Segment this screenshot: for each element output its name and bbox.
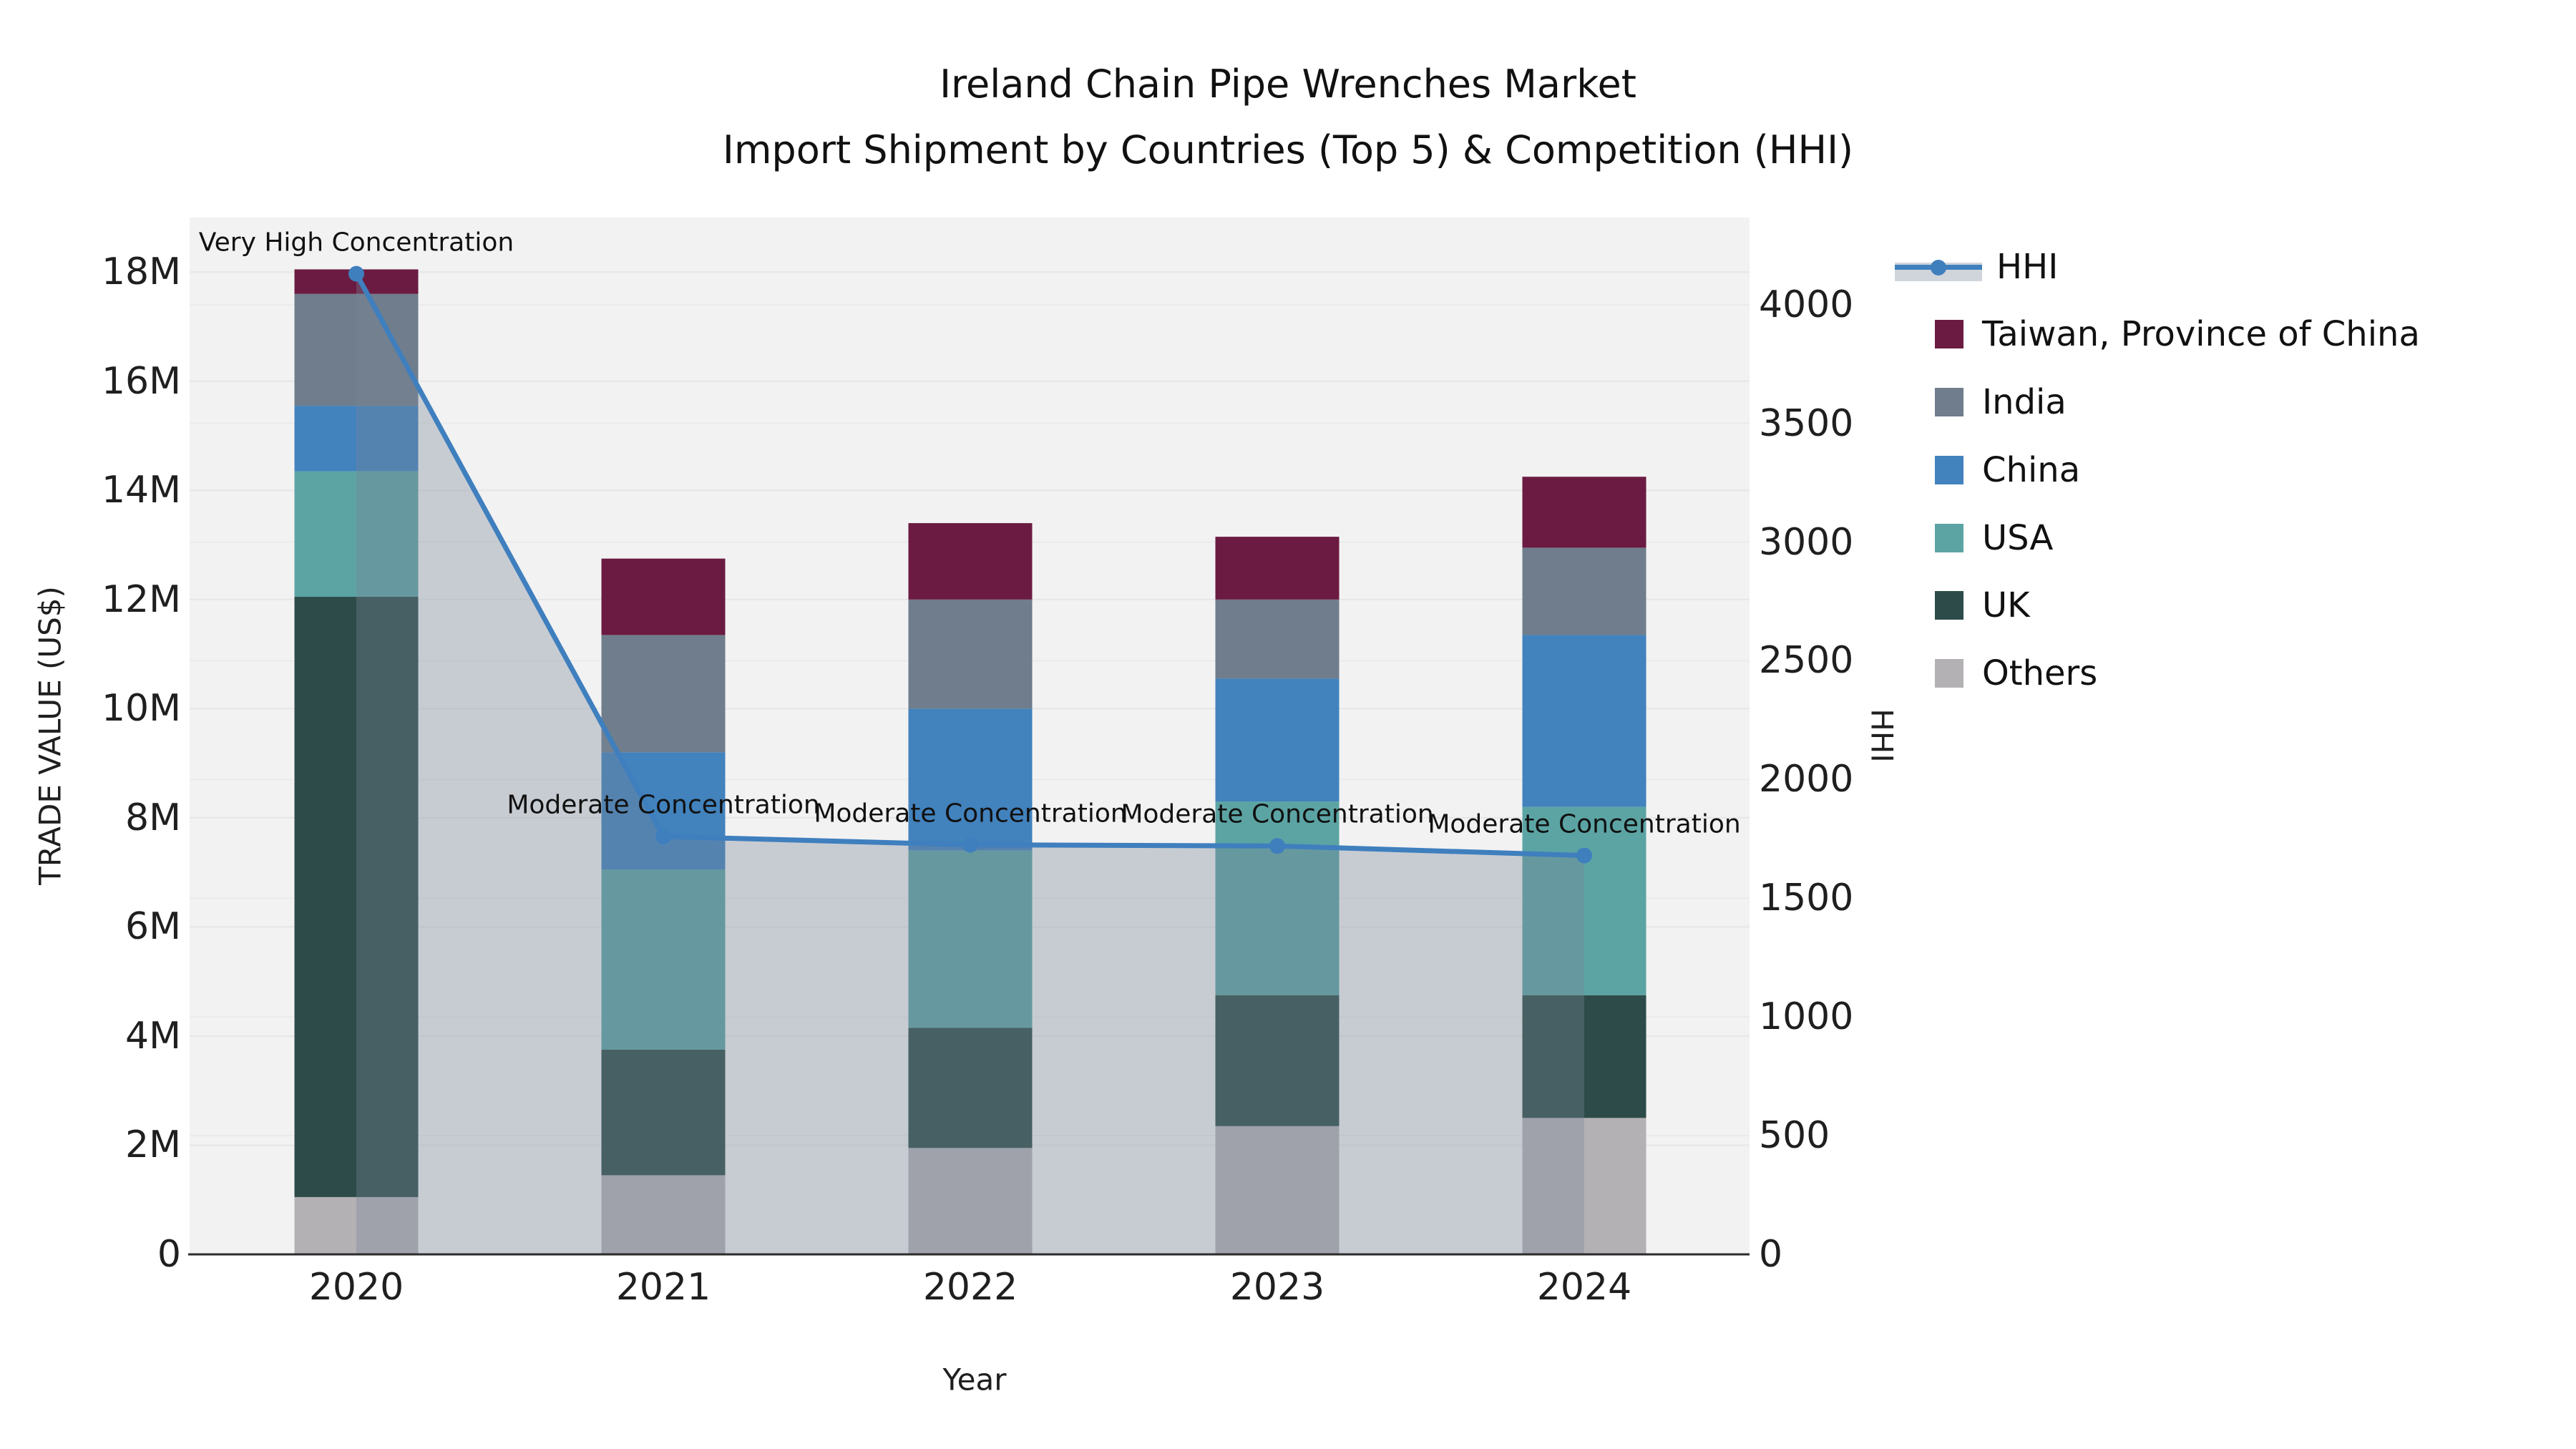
y-right-tick-label: 3500: [1759, 401, 1854, 445]
y-left-tick-label: 0: [157, 1233, 181, 1276]
legend-color-swatch: [1935, 659, 1963, 688]
bar-segment-others: [1522, 1118, 1646, 1254]
bar-segment-uk: [294, 597, 419, 1197]
bar-segment-usa: [294, 471, 419, 597]
y-left-tick-label: 4M: [125, 1014, 181, 1058]
x-axis-title: Year: [942, 1362, 1007, 1397]
legend-color-swatch: [1935, 388, 1963, 416]
x-tick-label: 2022: [922, 1266, 1018, 1309]
x-tick-label: 2023: [1229, 1266, 1325, 1309]
bar-segment-uk: [908, 1028, 1033, 1148]
legend-label: UK: [1982, 585, 2030, 625]
y-left-tick-label: 14M: [101, 469, 181, 512]
hhi-annotation: Very High Concentration: [198, 228, 514, 258]
bar-segment-taiwan-province-of-china: [1215, 537, 1340, 600]
hhi-area-fill: [356, 273, 1584, 1254]
hhi-marker-dot-icon: [1931, 260, 1946, 275]
legend-label: India: [1982, 382, 2067, 422]
bar-segment-china: [294, 406, 419, 472]
y-right-tick-label: 1000: [1759, 995, 1854, 1039]
y-left-tick-label: 12M: [101, 577, 181, 621]
y-left-tick-label: 16M: [101, 359, 181, 403]
bar-segment-uk: [1215, 995, 1340, 1126]
y-left-tick-label: 18M: [101, 250, 181, 294]
y-right-tick-label: 3000: [1759, 520, 1854, 564]
legend-color-swatch: [1935, 524, 1963, 552]
hhi-annotation: Moderate Concentration: [814, 799, 1127, 829]
y-right-tick-label: 1500: [1759, 877, 1854, 920]
legend-label: HHI: [1996, 247, 2059, 287]
bar-segment-india: [1522, 547, 1646, 635]
y-right-tick-label: 4000: [1759, 283, 1854, 326]
bar-segment-taiwan-province-of-china: [1522, 477, 1646, 548]
hhi-annotation: Moderate Concentration: [1121, 799, 1434, 829]
bar-segment-uk: [1522, 995, 1646, 1118]
y-axis-left-title: TRADE VALUE (US$): [32, 586, 68, 885]
legend-item-usa[interactable]: USA: [1895, 517, 2053, 560]
bar-segment-taiwan-province-of-china: [601, 558, 726, 635]
hhi-line-legend-icon: [1895, 253, 1982, 281]
legend-item-taiwan-province-of-china[interactable]: Taiwan, Province of China: [1895, 313, 2420, 356]
legend-item-others[interactable]: Others: [1895, 652, 2097, 695]
chart-title-line1: Ireland Chain Pipe Wrenches Market: [940, 62, 1636, 107]
y-left-tick-label: 10M: [101, 687, 181, 731]
x-tick-label: 2020: [308, 1266, 404, 1309]
bar-segment-usa: [908, 850, 1033, 1028]
bar-segment-china: [1522, 635, 1646, 807]
bar-segment-china: [908, 708, 1033, 851]
legend-color-swatch: [1935, 456, 1963, 484]
hhi-annotation: Moderate Concentration: [1428, 809, 1741, 839]
x-tick-label: 2021: [615, 1266, 711, 1309]
bar-segment-india: [908, 599, 1033, 709]
legend-label: Taiwan, Province of China: [1982, 314, 2420, 354]
y-left-tick-label: 8M: [125, 796, 181, 839]
bar-segment-china: [1215, 678, 1340, 802]
bar-segment-taiwan-province-of-china: [908, 523, 1033, 600]
bar-segment-others: [908, 1148, 1033, 1254]
hhi-marker: [962, 836, 978, 853]
hhi-marker: [1269, 838, 1285, 854]
bar-segment-uk: [601, 1050, 726, 1176]
hhi-annotation: Moderate Concentration: [507, 790, 820, 820]
y-right-tick-label: 2000: [1759, 758, 1854, 801]
bar-segment-india: [601, 635, 726, 753]
y-right-tick-label: 2500: [1759, 639, 1854, 683]
bar-segment-usa: [1215, 801, 1340, 995]
y-left-tick-label: 2M: [125, 1123, 181, 1167]
bar-segment-usa: [1522, 806, 1646, 995]
legend-item-india[interactable]: India: [1895, 381, 2067, 424]
legend-item-china[interactable]: China: [1895, 449, 2080, 492]
bar-segment-usa: [601, 869, 726, 1050]
legend-item-uk[interactable]: UK: [1895, 584, 2030, 627]
legend-label: China: [1982, 450, 2081, 490]
hhi-marker: [655, 829, 671, 845]
y-left-tick-label: 6M: [125, 905, 181, 949]
y-right-tick-label: 0: [1759, 1233, 1783, 1276]
y-axis-right-title: HHI: [1864, 708, 1900, 763]
legend-item-hhi[interactable]: HHI: [1895, 245, 2058, 288]
bar-segment-others: [601, 1175, 726, 1254]
legend-label: USA: [1982, 518, 2054, 558]
bar-segment-china: [601, 752, 726, 870]
y-right-tick-label: 500: [1759, 1114, 1830, 1158]
legend-color-swatch: [1935, 320, 1963, 348]
legend-color-swatch: [1935, 591, 1963, 620]
bar-segment-others: [294, 1196, 419, 1254]
hhi-marker: [1576, 847, 1592, 864]
bar-segment-india: [1215, 599, 1340, 679]
bar-segment-others: [1215, 1126, 1340, 1254]
legend-label: Others: [1982, 653, 2098, 693]
x-tick-label: 2024: [1536, 1266, 1632, 1309]
hhi-marker: [348, 265, 364, 282]
chart-title-line2: Import Shipment by Countries (Top 5) & C…: [722, 127, 1854, 172]
